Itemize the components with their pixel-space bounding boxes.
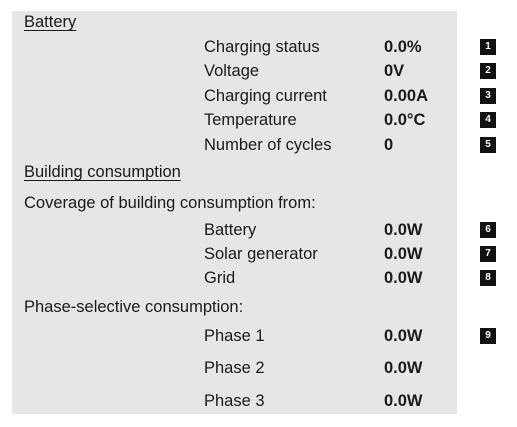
coverage-grid-value: 0.0W (384, 269, 423, 287)
temperature-label: Temperature (204, 111, 297, 129)
building-consumption-heading: Building consumption (24, 163, 181, 181)
voltage-label: Voltage (204, 62, 260, 80)
battery-heading: Battery (24, 13, 77, 31)
callout-badge-4: 4 (480, 112, 496, 128)
coverage-battery-value: 0.0W (384, 221, 423, 239)
coverage-label: Coverage of building consumption from: (24, 194, 316, 212)
temperature-value: 0.0°C (384, 111, 426, 129)
phase-2-label: Phase 2 (204, 359, 265, 377)
phase-1-label: Phase 1 (204, 327, 265, 345)
phase-consumption-label: Phase-selective consumption: (24, 298, 244, 316)
cycles-value: 0 (384, 136, 394, 154)
callout-badge-7: 7 (480, 246, 496, 262)
callout-badge-5: 5 (480, 137, 496, 153)
callout-badge-1: 1 (480, 39, 496, 55)
coverage-solar-value: 0.0W (384, 245, 423, 263)
charging-status-value: 0.0% (384, 38, 422, 56)
coverage-solar-label: Solar generator (204, 245, 318, 263)
phase-1-value: 0.0W (384, 327, 423, 345)
callout-badge-9: 9 (480, 328, 496, 344)
coverage-grid-label: Grid (204, 269, 236, 287)
callout-badge-2: 2 (480, 63, 496, 79)
coverage-battery-label: Battery (204, 221, 257, 239)
charging-current-label: Charging current (204, 87, 327, 105)
phase-3-label: Phase 3 (204, 392, 265, 410)
charging-status-label: Charging status (204, 38, 320, 56)
callout-badge-3: 3 (480, 88, 496, 104)
voltage-value: 0V (384, 62, 405, 80)
cycles-label: Number of cycles (204, 136, 332, 154)
callout-badge-6: 6 (480, 222, 496, 238)
status-panel (12, 11, 457, 414)
phase-3-value: 0.0W (384, 392, 423, 410)
callout-badge-8: 8 (480, 270, 496, 286)
charging-current-value: 0.00A (384, 87, 429, 105)
phase-2-value: 0.0W (384, 359, 423, 377)
